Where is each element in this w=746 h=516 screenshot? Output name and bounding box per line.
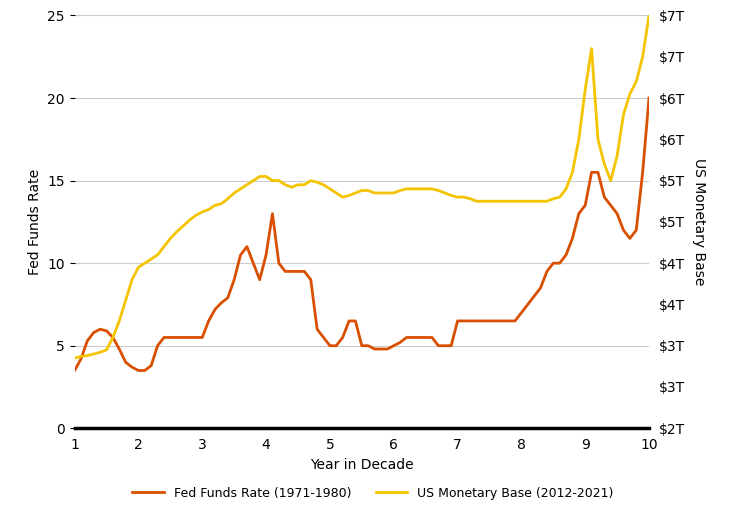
US Monetary Base (2012-2021) <box>555 194 564 200</box>
Fed Funds Rate (1971-1980) <box>217 300 226 306</box>
Y-axis label: Fed Funds Rate: Fed Funds Rate <box>28 169 42 275</box>
US Monetary Base (2012-2021) <box>204 206 213 213</box>
US Monetary Base (2012-2021) <box>632 78 641 85</box>
US Monetary Base (2012-2021) <box>140 260 149 266</box>
US Monetary Base (2012-2021) <box>217 201 226 207</box>
Fed Funds Rate (1971-1980) <box>140 367 149 374</box>
Line: US Monetary Base (2012-2021): US Monetary Base (2012-2021) <box>75 15 649 358</box>
Fed Funds Rate (1971-1980) <box>555 260 564 266</box>
Fed Funds Rate (1971-1980) <box>70 367 79 374</box>
Fed Funds Rate (1971-1980) <box>625 235 634 241</box>
Line: Fed Funds Rate (1971-1980): Fed Funds Rate (1971-1980) <box>75 98 649 370</box>
Fed Funds Rate (1971-1980) <box>632 227 641 233</box>
US Monetary Base (2012-2021) <box>645 12 653 19</box>
Fed Funds Rate (1971-1980) <box>204 318 213 324</box>
US Monetary Base (2012-2021) <box>70 355 79 361</box>
Y-axis label: US Monetary Base: US Monetary Base <box>692 158 706 285</box>
X-axis label: Year in Decade: Year in Decade <box>310 458 413 472</box>
Legend: Fed Funds Rate (1971-1980), US Monetary Base (2012-2021): Fed Funds Rate (1971-1980), US Monetary … <box>128 481 618 505</box>
US Monetary Base (2012-2021) <box>625 91 634 97</box>
Fed Funds Rate (1971-1980) <box>645 95 653 101</box>
